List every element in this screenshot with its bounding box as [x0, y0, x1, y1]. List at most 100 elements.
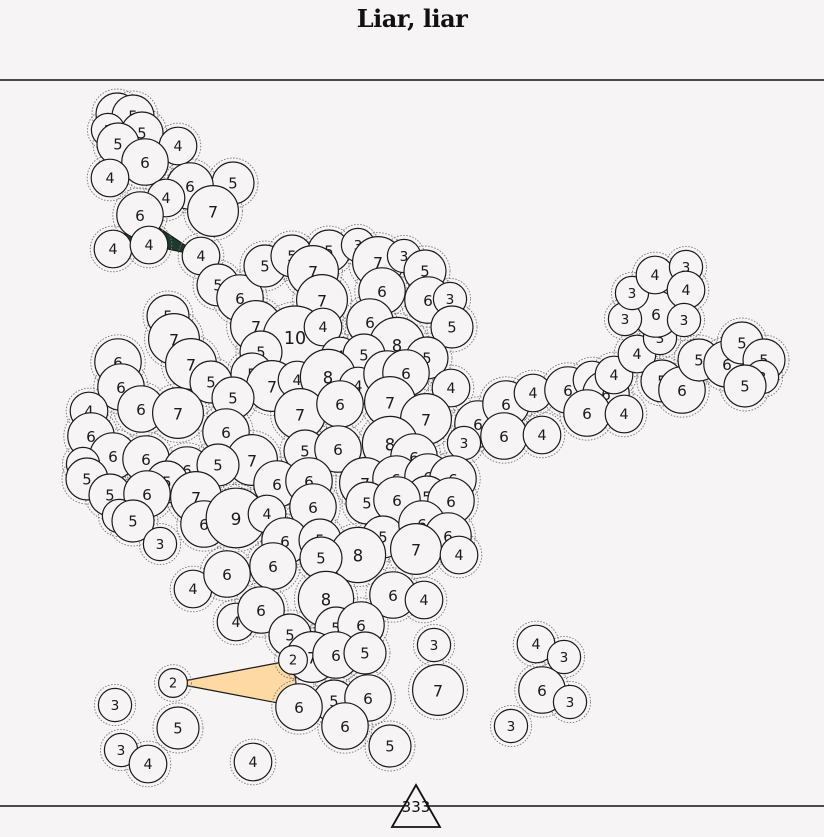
node-ring	[427, 364, 475, 412]
node[interactable]: 2	[158, 667, 189, 698]
node[interactable]: 4	[128, 744, 168, 784]
node-circle[interactable]	[431, 368, 471, 408]
node-circle[interactable]	[604, 394, 644, 434]
node[interactable]: 4	[233, 742, 273, 782]
node[interactable]: 4	[90, 158, 130, 198]
node[interactable]: 4	[439, 535, 479, 575]
node-circle[interactable]	[249, 542, 297, 590]
node[interactable]: 5	[343, 631, 387, 675]
node-circle[interactable]	[278, 644, 309, 675]
node[interactable]: 5	[368, 724, 412, 768]
node-ring	[542, 635, 586, 679]
node[interactable]: 3	[446, 425, 482, 461]
node-circle[interactable]	[546, 639, 582, 675]
node[interactable]: 4	[604, 394, 644, 434]
node[interactable]: 2	[278, 644, 309, 675]
node-circle[interactable]	[446, 425, 482, 461]
node-ring	[144, 309, 204, 369]
node[interactable]: 3	[552, 684, 588, 720]
node-circle[interactable]	[93, 229, 133, 269]
node[interactable]: 4	[129, 225, 169, 265]
node[interactable]: 3	[666, 302, 702, 338]
node[interactable]: 7	[412, 663, 465, 716]
node-circle[interactable]	[303, 307, 343, 347]
node[interactable]: 5	[156, 706, 200, 750]
node-circle[interactable]	[723, 364, 767, 408]
node-ring	[548, 680, 592, 724]
node-circle[interactable]	[480, 412, 528, 460]
node[interactable]: 7	[152, 387, 205, 440]
node-circle[interactable]	[111, 499, 155, 543]
node[interactable]: 7	[187, 185, 240, 238]
node[interactable]: 4	[522, 415, 562, 455]
node-circle[interactable]	[90, 158, 130, 198]
node-circle[interactable]	[203, 550, 251, 598]
node-circle[interactable]	[129, 225, 169, 265]
node-circle[interactable]	[390, 522, 443, 575]
node-ring	[152, 702, 204, 754]
node[interactable]: 4	[404, 580, 444, 620]
node[interactable]: 3	[142, 526, 178, 562]
node-ring	[183, 181, 243, 241]
node-circle[interactable]	[314, 425, 362, 473]
node-circle[interactable]	[412, 663, 465, 716]
triangle-icon	[390, 783, 442, 828]
node-ring	[408, 660, 468, 720]
node-ring	[222, 430, 282, 490]
node[interactable]: 6	[563, 389, 611, 437]
node-circle[interactable]	[439, 535, 479, 575]
node-circle[interactable]	[233, 742, 273, 782]
node[interactable]: 6	[275, 683, 323, 731]
node-circle[interactable]	[142, 526, 178, 562]
node[interactable]: 3	[97, 687, 133, 723]
node-circle[interactable]	[666, 302, 702, 338]
node-ring	[212, 270, 268, 326]
node-ring	[229, 738, 277, 786]
node-circle[interactable]	[316, 380, 364, 428]
node[interactable]: 6	[316, 380, 364, 428]
node-ring	[400, 576, 448, 624]
node-ring	[93, 683, 137, 727]
counter-badge: 333	[390, 783, 442, 828]
node-ring	[142, 174, 190, 222]
node-ring	[518, 411, 566, 459]
node-ring	[489, 704, 533, 748]
node[interactable]: 3	[416, 627, 452, 663]
node-ring	[154, 664, 192, 702]
node-circle[interactable]	[97, 687, 133, 723]
node-circle[interactable]	[158, 667, 189, 698]
node-circle[interactable]	[237, 586, 285, 634]
page-title: Liar, liar	[356, 4, 468, 33]
node-circle[interactable]	[152, 387, 205, 440]
node[interactable]: 6	[249, 542, 297, 590]
node[interactable]: 4	[93, 229, 133, 269]
node-circle[interactable]	[430, 305, 474, 349]
node-circle[interactable]	[156, 706, 200, 750]
node-ring	[90, 334, 146, 390]
node-ring	[283, 241, 343, 301]
node-ring	[293, 566, 359, 632]
node-ring	[426, 301, 478, 353]
node[interactable]: 6	[321, 702, 369, 750]
node[interactable]: 6	[203, 550, 251, 598]
node-ring	[138, 522, 182, 566]
node-circle[interactable]	[493, 708, 529, 744]
node-circle[interactable]	[522, 415, 562, 455]
node-circle[interactable]	[275, 683, 323, 731]
node-circle[interactable]	[121, 138, 169, 186]
node-ring	[333, 597, 389, 653]
node-circle[interactable]	[563, 389, 611, 437]
node[interactable]: 5	[723, 364, 767, 408]
node[interactable]: 3	[493, 708, 529, 744]
node[interactable]: 6	[480, 412, 528, 460]
node[interactable]: 7	[390, 522, 443, 575]
node-circle[interactable]	[552, 684, 588, 720]
counter-value: 333	[402, 798, 431, 816]
node-circle[interactable]	[368, 724, 412, 768]
node-circle[interactable]	[343, 631, 387, 675]
node-circle[interactable]	[404, 580, 444, 620]
node-circle[interactable]	[416, 627, 452, 663]
node-circle[interactable]	[128, 744, 168, 784]
node-circle[interactable]	[321, 702, 369, 750]
node-circle[interactable]	[187, 185, 240, 238]
